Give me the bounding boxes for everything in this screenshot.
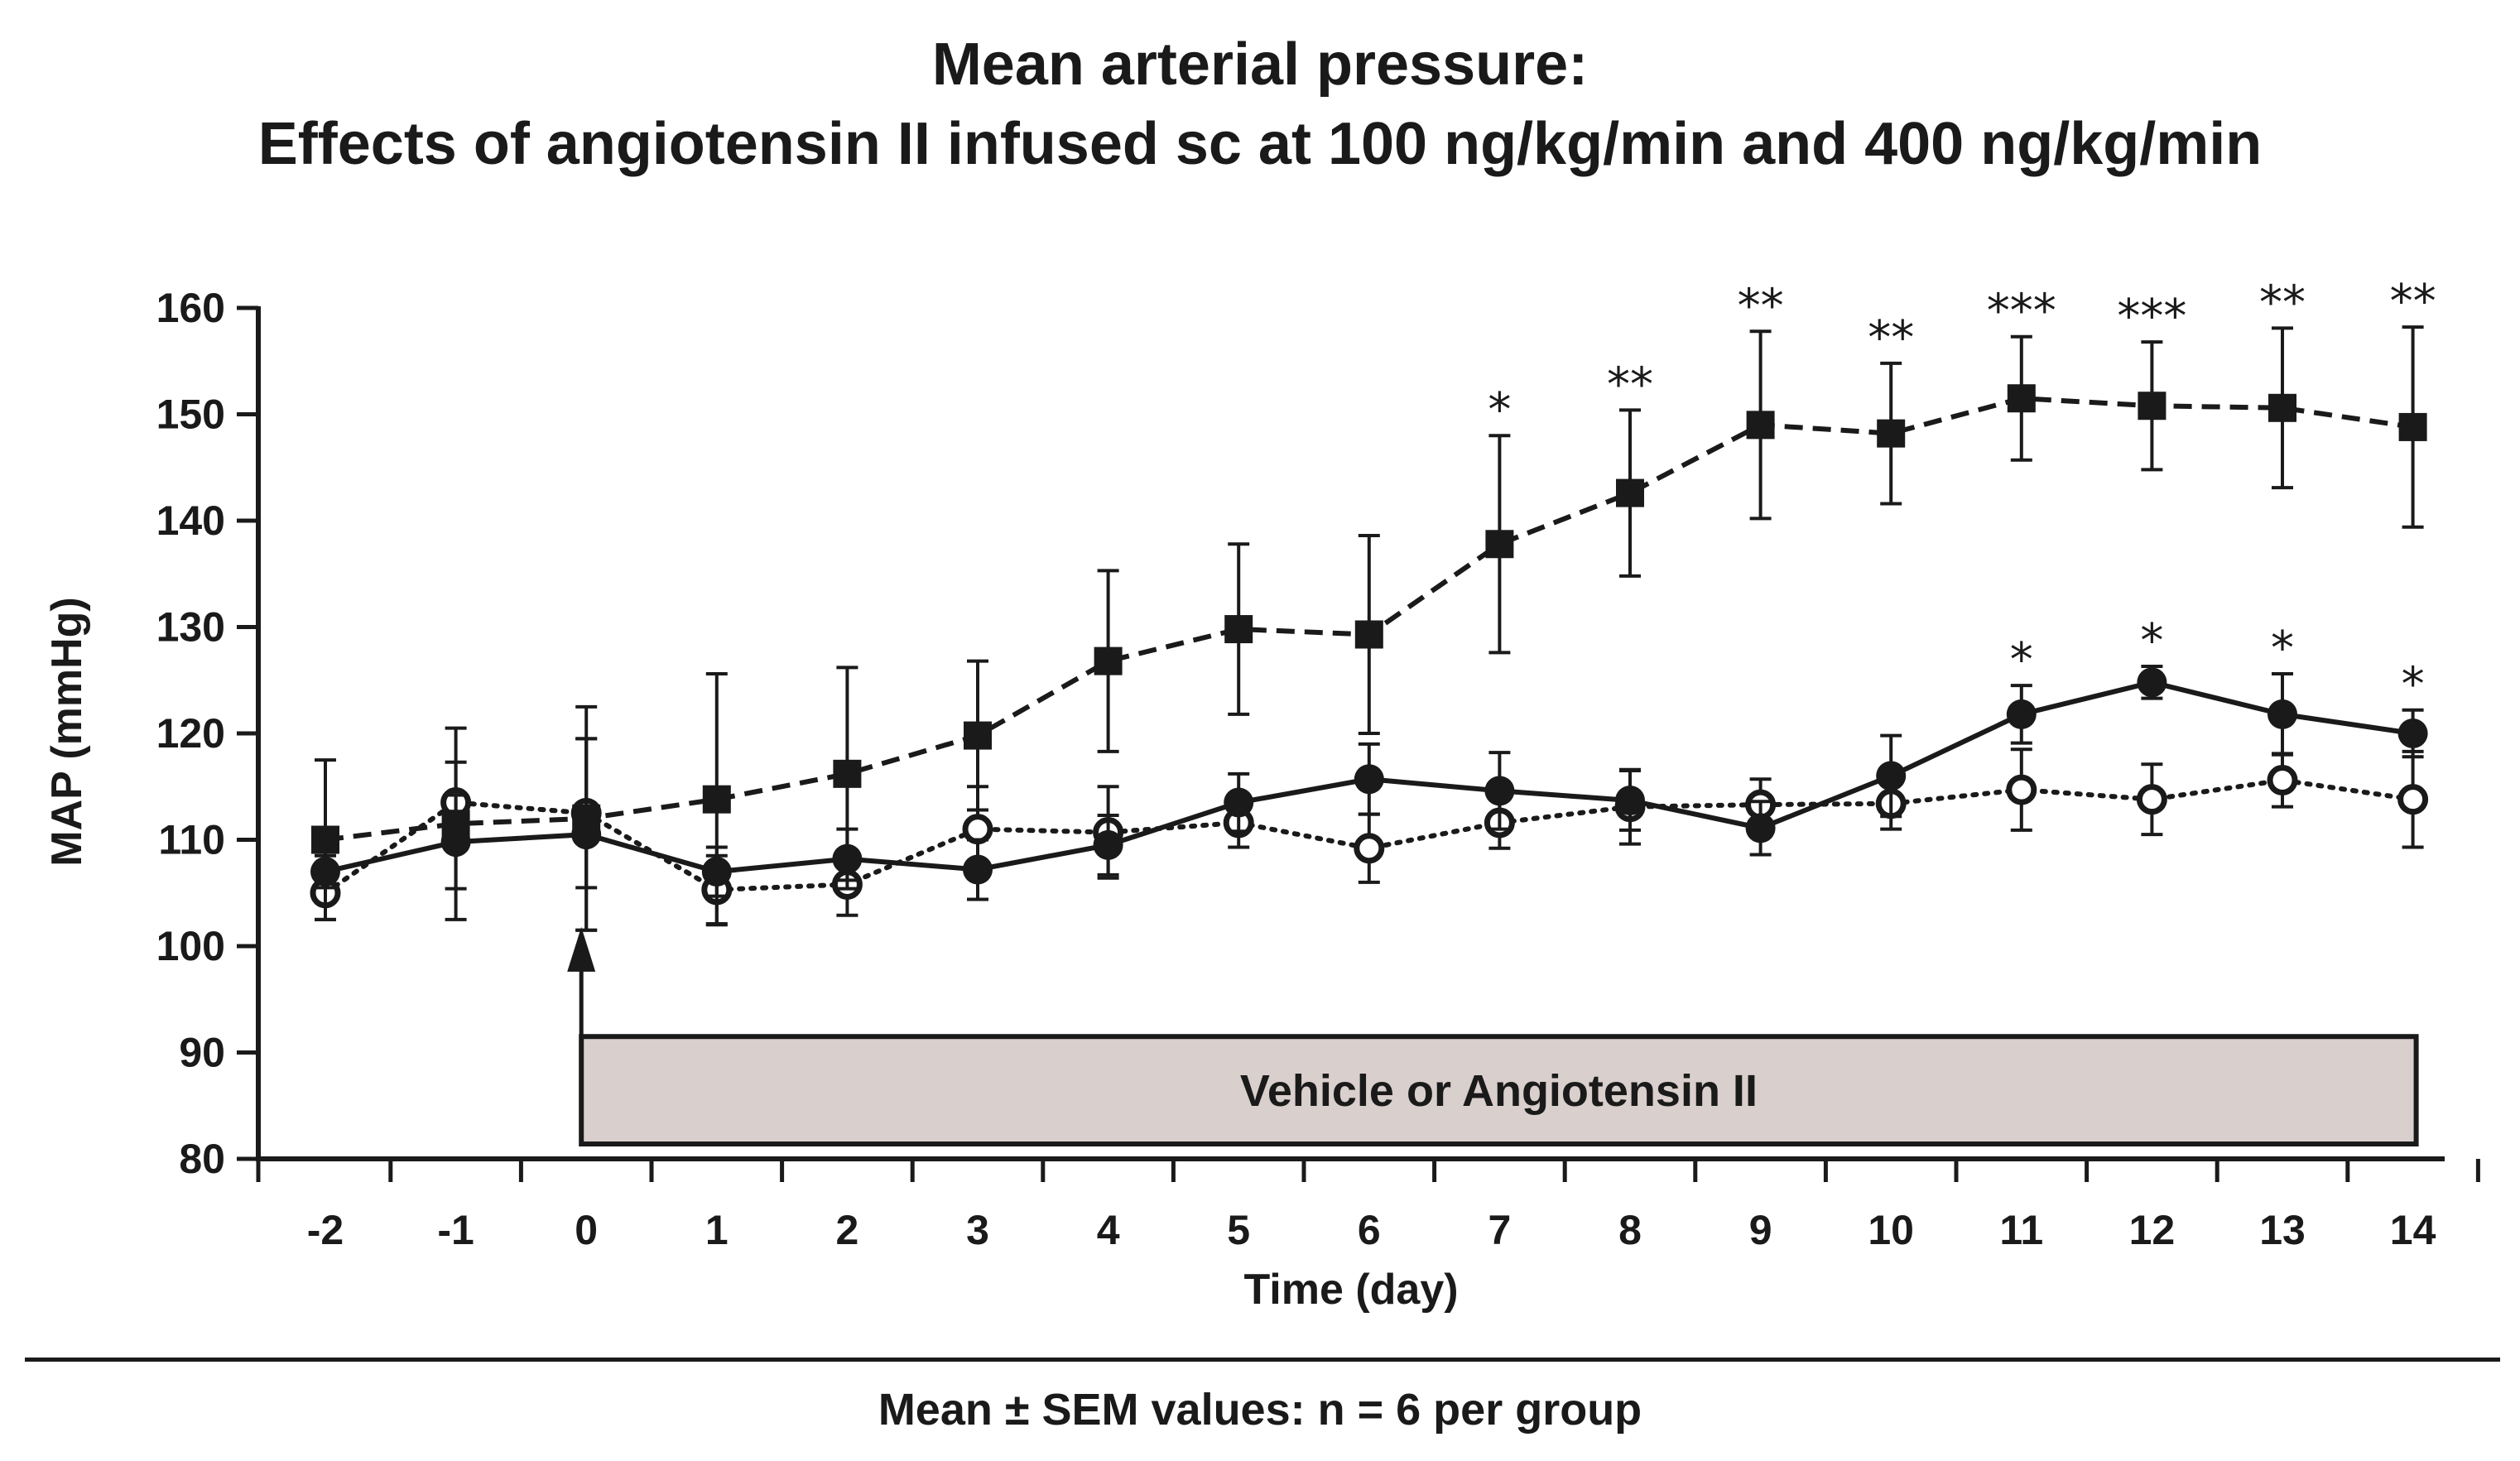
data-point-open-circle xyxy=(2006,774,2037,805)
significance-marker: ** xyxy=(2259,276,2306,329)
x-tick-label: 6 xyxy=(1358,1207,1381,1253)
y-tick-label: 160 xyxy=(156,285,225,331)
significance-marker: * xyxy=(2140,614,2163,668)
x-tick-label: 8 xyxy=(1618,1207,1642,1253)
data-point-filled-circle xyxy=(2006,699,2037,729)
y-tick-label: 150 xyxy=(156,392,225,438)
data-point-square xyxy=(2138,392,2167,421)
data-point-square xyxy=(833,759,862,788)
data-point-filled-circle xyxy=(1484,776,1515,806)
treatment-box xyxy=(579,1034,2419,1147)
series-square-filled: * ****** *** *** ** ** xyxy=(311,275,2436,932)
data-point-square xyxy=(2268,393,2296,422)
data-point-square xyxy=(1485,530,1514,559)
y-tick-label: 80 xyxy=(179,1136,225,1182)
data-point-square xyxy=(1616,478,1644,507)
data-point-filled-circle xyxy=(2137,667,2167,698)
x-tick-label: 13 xyxy=(2259,1207,2306,1253)
significance-marker: * xyxy=(2271,622,2294,675)
x-tick-label: 5 xyxy=(1227,1207,1250,1253)
y-tick-label: 110 xyxy=(158,817,225,863)
significance-marker: * xyxy=(2402,658,2425,712)
data-point-open-circle xyxy=(1354,833,1385,864)
data-point-filled-circle xyxy=(963,854,993,885)
significance-marker: *** xyxy=(1987,285,2056,339)
x-tick-label: 0 xyxy=(575,1207,598,1253)
footnote-divider xyxy=(25,1358,2500,1362)
data-point-filled-circle xyxy=(1876,761,1907,791)
data-point-square xyxy=(1354,620,1383,649)
y-tick-label: 90 xyxy=(179,1030,225,1076)
x-tick-label: 11 xyxy=(1999,1207,2043,1253)
x-tick-label: -1 xyxy=(437,1207,474,1253)
treatment-box-label: Vehicle or Angiotensin II xyxy=(1240,1066,1758,1116)
series-line xyxy=(323,777,2416,896)
x-tick-label: 4 xyxy=(1097,1207,1120,1253)
data-point-square xyxy=(964,721,992,750)
significance-marker: ** xyxy=(1868,311,1914,365)
data-point-square xyxy=(311,825,339,854)
significance-marker: * xyxy=(1488,383,1511,437)
x-tick-label: 12 xyxy=(2129,1207,2176,1253)
x-tick-label: 9 xyxy=(1749,1207,1772,1253)
chart-title-line-1: Mean arterial pressure: xyxy=(931,31,1589,98)
chart-title-line-2: Effects of angiotensin II infused sc at … xyxy=(257,111,2263,177)
x-tick-label: 2 xyxy=(835,1207,858,1253)
footnote: Mean ± SEM values: n = 6 per group xyxy=(878,1385,1642,1435)
significance-marker: ** xyxy=(1738,279,1784,333)
chart-title: Mean arterial pressure: Effects of angio… xyxy=(0,25,2520,184)
data-point-square xyxy=(2398,412,2427,441)
data-point-filled-circle xyxy=(1615,785,1645,815)
data-point-square xyxy=(441,810,470,839)
x-tick-label: -2 xyxy=(307,1207,344,1253)
x-tick-label: 3 xyxy=(966,1207,989,1253)
x-axis-title: Time (day) xyxy=(1243,1266,1458,1314)
data-point-square xyxy=(1877,419,1906,448)
data-point-open-circle xyxy=(2397,784,2429,815)
significance-marker: ** xyxy=(2390,275,2436,329)
data-point-square xyxy=(1224,615,1253,644)
data-point-filled-circle xyxy=(1093,829,1123,860)
y-tick-label: 120 xyxy=(156,710,225,757)
treatment-arrow-head xyxy=(567,926,596,972)
series-layer: * * *** ****** *** *** ** ** xyxy=(310,275,2436,932)
data-point-filled-circle xyxy=(1354,764,1384,795)
x-tick-label: 1 xyxy=(705,1207,729,1253)
data-point-square xyxy=(1746,411,1775,440)
y-tick-label: 130 xyxy=(156,604,225,651)
data-point-filled-circle xyxy=(1745,813,1776,843)
data-point-filled-circle xyxy=(2397,718,2428,748)
data-point-filled-circle xyxy=(1224,787,1254,818)
data-point-square xyxy=(572,804,601,833)
data-point-square xyxy=(702,785,731,814)
significance-marker: * xyxy=(2010,633,2033,687)
treatment-annotation: Vehicle or Angiotensin II xyxy=(567,926,2419,1147)
x-tick-label: 14 xyxy=(2390,1207,2436,1253)
data-point-filled-circle xyxy=(2268,699,2297,729)
x-tick-label: 7 xyxy=(1488,1207,1511,1253)
data-point-square xyxy=(2007,384,2036,413)
y-tick-label: 140 xyxy=(156,497,225,544)
significance-marker: ** xyxy=(1607,358,1653,411)
y-axis-title: MAP (mmHg) xyxy=(43,597,91,866)
data-point-open-circle xyxy=(2136,784,2167,815)
data-point-square xyxy=(1094,646,1123,675)
significance-marker: *** xyxy=(2117,290,2186,344)
x-tick-label: 10 xyxy=(1868,1207,1914,1253)
data-point-open-circle xyxy=(962,814,993,845)
y-tick-label: 100 xyxy=(156,923,225,969)
data-point-open-circle xyxy=(2267,765,2298,796)
